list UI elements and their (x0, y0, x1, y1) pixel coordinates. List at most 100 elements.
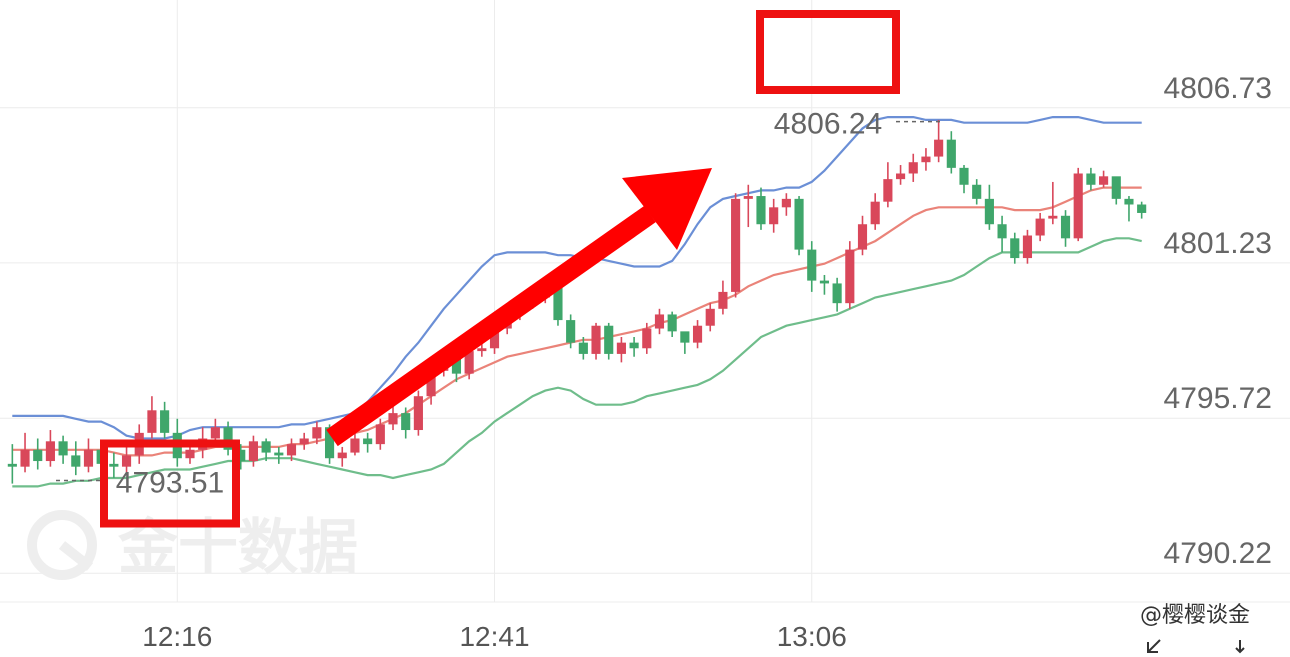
candle (413, 390, 423, 436)
candle-body (413, 396, 423, 431)
candle-body (629, 342, 639, 349)
candle (1137, 201, 1147, 219)
trend-arrow (326, 168, 1245, 654)
candle-body (1035, 218, 1045, 236)
candle (895, 165, 906, 185)
candle-body (109, 463, 119, 467)
candle (781, 193, 791, 216)
lower-band-line (12, 237, 1142, 488)
candle-body (33, 449, 43, 462)
candle-body (210, 427, 220, 439)
candle (312, 421, 322, 445)
candle (33, 438, 43, 470)
candle (337, 446, 347, 467)
candle (667, 311, 677, 337)
candle-body (705, 308, 715, 326)
candle-body (781, 198, 791, 208)
candle-body (1099, 176, 1109, 185)
candle (299, 432, 309, 450)
candle (223, 421, 233, 456)
candle-body (489, 328, 500, 349)
x-tick-label: 12:41 (459, 621, 529, 652)
high-callout-label: 4806.24 (774, 108, 882, 141)
bollinger-bands (12, 116, 1142, 488)
candle-body (477, 348, 487, 352)
candle-body (680, 331, 690, 343)
candle (972, 179, 982, 205)
candle (654, 308, 665, 335)
candle-body (1137, 204, 1147, 213)
candle-body (7, 463, 17, 467)
candle-body (718, 291, 728, 309)
expand-icon-arrow (1147, 639, 1161, 653)
candle-body (819, 280, 830, 284)
candle-body (45, 441, 55, 462)
grid (0, 0, 1290, 603)
candle (934, 119, 944, 163)
candle (591, 322, 601, 360)
candle-body (756, 196, 766, 225)
candle (1111, 176, 1121, 205)
candle-body (604, 325, 614, 354)
download-icon-arrow (1235, 640, 1245, 654)
candle-body (870, 201, 880, 225)
candle-body (921, 156, 931, 163)
candle (769, 198, 779, 233)
candles (7, 119, 1147, 484)
high-callout-box (756, 10, 900, 94)
candle-body (934, 139, 944, 157)
candle-body (794, 198, 804, 250)
candle-body (236, 449, 246, 462)
candle-body (83, 449, 94, 467)
candle-body (616, 342, 626, 354)
candle-body (426, 370, 436, 397)
candle (350, 432, 360, 456)
candle (58, 435, 68, 464)
x-axis: 12:16 12:41 13:06 (142, 621, 847, 652)
candle-body (401, 413, 411, 431)
candle (553, 286, 563, 326)
candle-body (553, 286, 563, 321)
candle (604, 322, 614, 360)
candle (1099, 170, 1109, 188)
candle-body (578, 342, 588, 354)
candle (629, 337, 639, 357)
candle-body (591, 325, 601, 354)
candle-body (299, 438, 309, 445)
y-tick-label: 4790.22 (1164, 537, 1272, 570)
candle (857, 215, 868, 256)
candle-body (1073, 173, 1083, 239)
candle (832, 277, 842, 312)
candle-body (350, 438, 360, 453)
candle-body (1022, 235, 1033, 259)
x-tick-label: 12:16 (142, 621, 212, 652)
candle (286, 438, 297, 462)
candle (718, 280, 728, 315)
callouts: 4793.51 4806.24 (56, 10, 940, 528)
candle (997, 215, 1007, 253)
candle-body (1111, 176, 1121, 199)
candle-body (248, 441, 259, 462)
candle (946, 131, 956, 174)
candle (743, 184, 753, 228)
candle (160, 401, 170, 439)
candle (7, 444, 17, 484)
candle (401, 407, 411, 439)
candle-body (908, 162, 918, 174)
candle (959, 165, 969, 194)
candle (45, 430, 55, 467)
candle-body (642, 328, 652, 349)
candle-body (1086, 173, 1096, 185)
candle-body (71, 455, 81, 467)
candle-body (261, 441, 271, 453)
candle (248, 435, 259, 467)
candle-body (324, 427, 335, 459)
candle-body (121, 455, 132, 467)
candle-body (883, 179, 893, 202)
candle-body (667, 314, 677, 332)
candle (984, 184, 994, 230)
candle-body (451, 353, 462, 374)
candle (20, 432, 30, 473)
candle-body (832, 283, 842, 304)
